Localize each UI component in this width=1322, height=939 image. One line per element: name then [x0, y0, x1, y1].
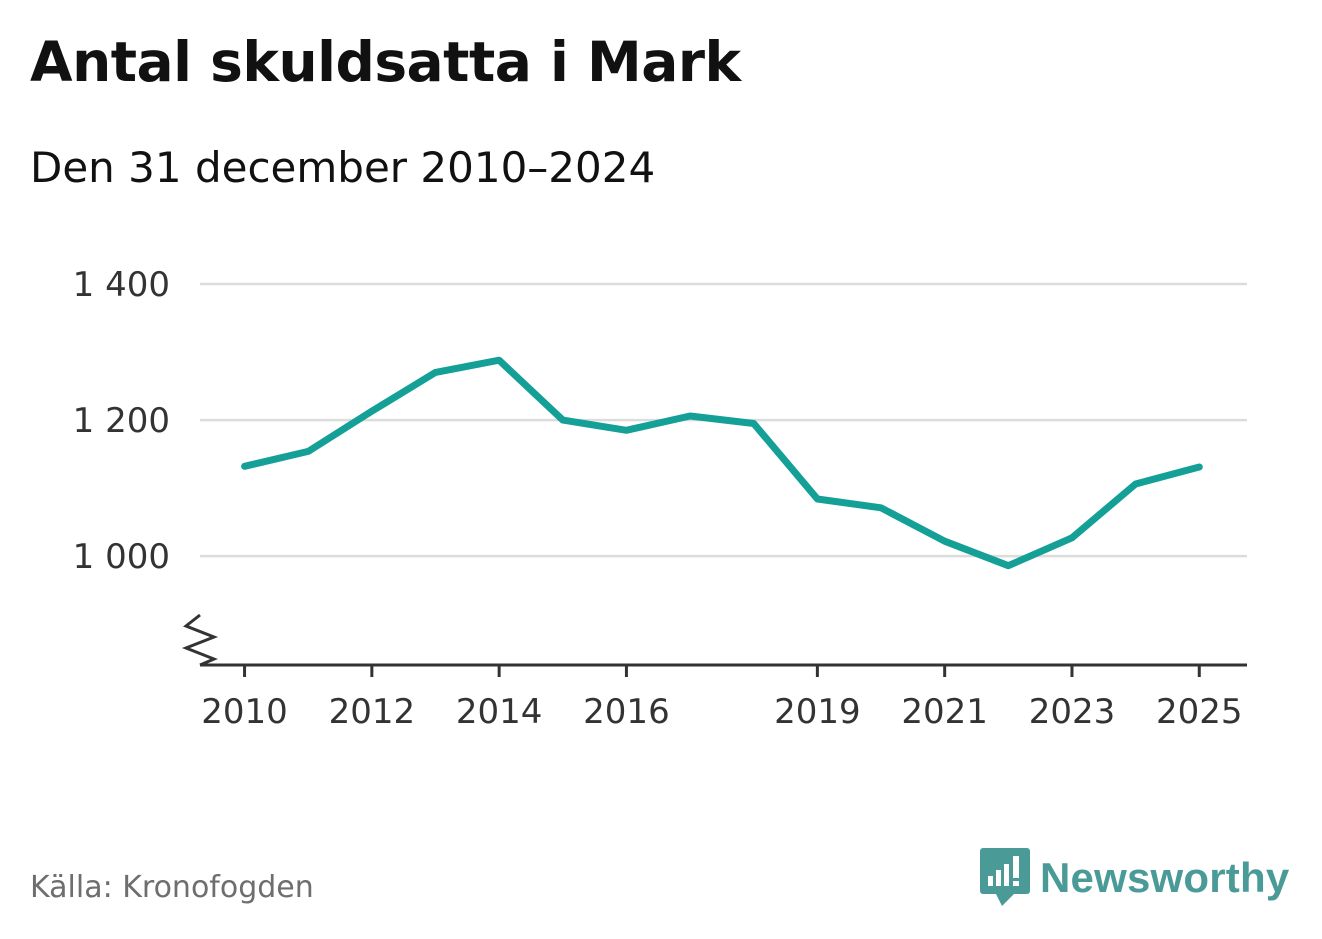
x-tick-label: 2025 — [1156, 692, 1243, 732]
chart-title: Antal skuldsatta i Mark — [30, 30, 741, 94]
y-tick-label: 1 200 — [73, 401, 170, 441]
data-point — [687, 413, 693, 419]
x-tick-label: 2012 — [329, 692, 416, 732]
data-point — [878, 505, 884, 511]
x-tick-label: 2014 — [456, 692, 543, 732]
data-point — [560, 417, 566, 423]
data-point — [814, 496, 820, 502]
data-point — [1069, 535, 1075, 541]
data-point — [942, 538, 948, 544]
source-note: Källa: Kronofogden — [30, 870, 314, 905]
data-point — [305, 448, 311, 454]
y-axis-tick-labels: 1 000 1 200 1 400 — [73, 265, 170, 577]
data-point — [242, 463, 248, 469]
y-tick-label: 1 000 — [73, 537, 170, 577]
x-tick-label: 2019 — [774, 692, 861, 732]
x-tick-label: 2016 — [583, 692, 670, 732]
x-tick-label: 2023 — [1029, 692, 1116, 732]
data-point — [751, 420, 757, 426]
series-line — [241, 356, 1203, 570]
data-point — [496, 357, 502, 363]
brand-logo: Newsworthy — [980, 848, 1289, 908]
data-point — [1133, 481, 1139, 487]
data-point — [369, 408, 375, 414]
x-tick-label: 2021 — [901, 692, 988, 732]
newsworthy-logo-icon — [980, 848, 1030, 906]
data-point — [623, 427, 629, 433]
data-point — [1005, 563, 1011, 569]
chart-subtitle: Den 31 december 2010–2024 — [30, 143, 656, 192]
brand-name: Newsworthy — [1040, 854, 1290, 901]
line-chart: 1 000 1 200 1 400 2010 2012 2014 2016 2019 2021… — [73, 265, 1247, 732]
y-tick-label: 1 400 — [73, 265, 170, 305]
series-layer — [241, 356, 1203, 570]
x-axis-tick-labels: 2010 2012 2014 2016 2019 2021 2023 2025 — [201, 665, 1243, 732]
x-axis — [181, 613, 1247, 667]
data-point — [1196, 464, 1202, 470]
data-point — [432, 369, 438, 375]
axis-break-icon — [181, 613, 219, 667]
x-tick-label: 2010 — [201, 692, 288, 732]
